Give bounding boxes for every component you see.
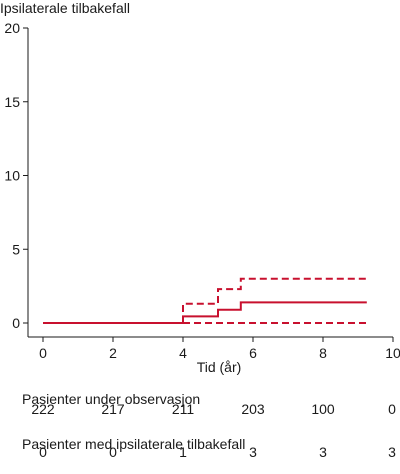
y-axis-label: Ipsilaterale tilbakefall xyxy=(0,0,130,16)
table-cell: 3 xyxy=(388,444,396,460)
table-title-recurrence: Pasienter med ipsilaterale tilbakefall xyxy=(22,436,246,452)
x-axis-label: Tid (år) xyxy=(197,359,242,375)
table-cell: 3 xyxy=(319,444,327,460)
x-tick-label: 2 xyxy=(109,345,117,361)
x-tick-label: 6 xyxy=(249,345,257,361)
x-tick-label: 8 xyxy=(319,345,327,361)
x-tick-label: 0 xyxy=(39,345,47,361)
confidence-limit-line xyxy=(182,277,367,323)
table-cell: 3 xyxy=(249,444,257,460)
table-cell: 217 xyxy=(101,401,125,417)
y-tick-label: 10 xyxy=(4,168,20,184)
estimate-line xyxy=(43,301,367,324)
table-title-observation: Pasienter under observasjon xyxy=(22,391,201,407)
table-cell: 0 xyxy=(109,444,117,460)
table-cell: 203 xyxy=(241,401,265,417)
table-cell: 211 xyxy=(171,401,195,417)
y-tick-label: 5 xyxy=(12,241,20,257)
table-cell: 0 xyxy=(39,444,47,460)
table-cell: 0 xyxy=(388,401,396,417)
y-tick-label: 0 xyxy=(12,315,20,331)
table-cell: 100 xyxy=(311,401,335,417)
x-tick-label: 10 xyxy=(385,345,400,361)
y-tick-label: 20 xyxy=(4,20,20,36)
y-tick-label: 15 xyxy=(4,94,20,110)
table-cell: 1 xyxy=(179,444,187,460)
x-tick-label: 4 xyxy=(179,345,187,361)
table-cell: 222 xyxy=(31,401,55,417)
